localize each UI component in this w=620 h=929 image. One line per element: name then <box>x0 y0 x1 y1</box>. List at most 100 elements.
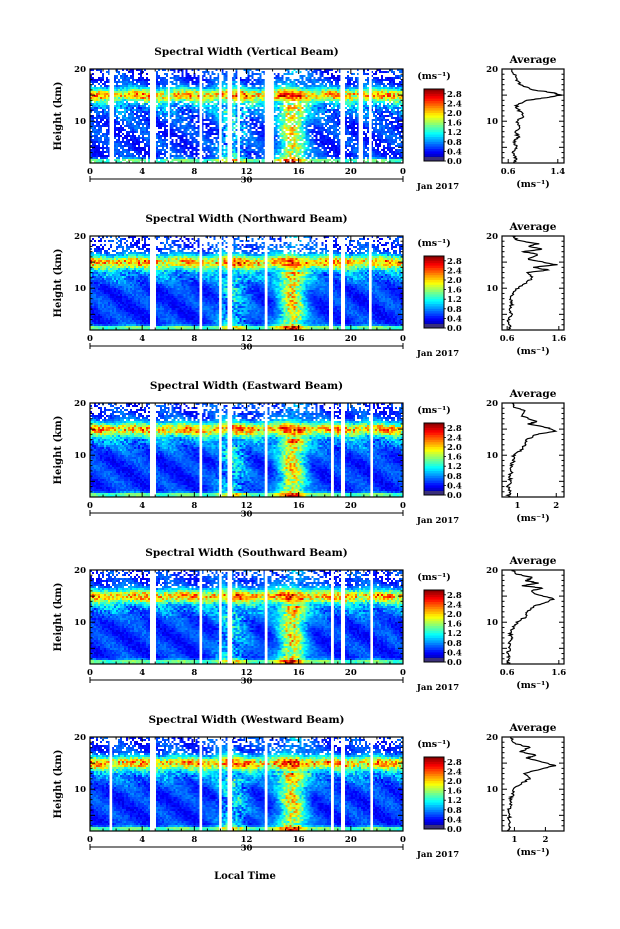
colorbar-segment <box>424 318 444 322</box>
x-tick-label: 4 <box>139 167 145 177</box>
profile-title: Average <box>509 221 557 233</box>
colorbar-segment <box>424 621 444 624</box>
colorbar-tick-label: 0.0 <box>447 658 462 668</box>
colorbar-segment <box>424 139 444 143</box>
profile-y-tick-label: 10 <box>486 618 498 628</box>
colorbar-segment <box>424 430 444 433</box>
profile-x-label: (ms⁻¹) <box>516 179 550 190</box>
colorbar-segment <box>424 149 444 152</box>
colorbar-segment <box>424 277 444 281</box>
colorbar-segment <box>424 480 444 484</box>
data-gap <box>341 236 345 330</box>
colorbar-segment <box>424 432 444 436</box>
x-tick-label: 4 <box>139 334 145 344</box>
colorbar-unit: (ms⁻¹) <box>417 572 451 583</box>
date-label: Jan 2017 <box>416 182 459 192</box>
colorbar-segment <box>424 650 444 653</box>
colorbar-segment <box>424 800 444 803</box>
colorbar-segment <box>424 299 444 302</box>
colorbar-tick-label: 1.6 <box>447 119 462 129</box>
x-tick-label: 0 <box>400 835 406 845</box>
y-tick-label: 10 <box>74 117 86 127</box>
data-gap <box>331 570 334 664</box>
colorbar-tick-label: 2.4 <box>447 767 462 777</box>
colorbar-tick-label: 1.6 <box>447 453 462 463</box>
colorbar-segment <box>424 117 444 121</box>
x-tick-label: 16 <box>293 501 305 511</box>
colorbar-segment <box>424 141 444 145</box>
colorbar-tick-label: 2.0 <box>447 610 462 620</box>
colorbar-segment <box>424 120 444 123</box>
colorbar-segment <box>424 781 444 784</box>
colorbar-segment <box>424 427 444 431</box>
profile-x-label: (ms⁻¹) <box>516 346 550 357</box>
colorbar-segment <box>424 478 444 481</box>
day-label: 30 <box>241 677 253 687</box>
colorbar-segment <box>424 764 444 767</box>
data-gap <box>341 737 345 831</box>
date-label: Jan 2017 <box>416 516 459 526</box>
colorbar-tick-label: 1.6 <box>447 620 462 630</box>
colorbar-tick-label: 0.0 <box>447 825 462 835</box>
colorbar-segment <box>424 284 444 288</box>
colorbar-tick-label: 1.2 <box>447 462 462 472</box>
profile-x-tick-label: 1.6 <box>551 334 566 344</box>
data-gap <box>149 236 156 330</box>
x-tick-label: 8 <box>191 334 197 344</box>
colorbar-segment <box>424 461 444 465</box>
y-axis-label: Height (km) <box>53 750 64 819</box>
x-tick-label: 12 <box>241 501 253 511</box>
colorbar-tick-label: 2.8 <box>447 257 462 267</box>
data-gap <box>331 403 334 497</box>
colorbar-bottom <box>424 324 444 328</box>
y-tick-label: 10 <box>74 618 86 628</box>
colorbar-unit: (ms⁻¹) <box>417 405 451 416</box>
colorbar-segment <box>424 623 444 627</box>
data-gap <box>228 570 233 664</box>
colorbar-tick-label: 0.0 <box>447 324 462 334</box>
colorbar-segment <box>424 594 444 598</box>
colorbar-tick-label: 1.6 <box>447 787 462 797</box>
colorbar-segment <box>424 435 444 438</box>
colorbar-segment <box>424 132 444 135</box>
colorbar-segment <box>424 103 444 107</box>
data-gap <box>370 570 374 664</box>
colorbar-segment <box>424 590 444 593</box>
x-tick-label: 20 <box>345 501 357 511</box>
colorbar-segment <box>424 797 444 801</box>
colorbar-tick-label: 1.2 <box>447 796 462 806</box>
colorbar-segment <box>424 442 444 445</box>
y-tick-label: 20 <box>74 399 86 409</box>
data-gap <box>264 69 274 163</box>
colorbar-unit: (ms⁻¹) <box>417 739 451 750</box>
chart-title: Spectral Width (Vertical Beam) <box>154 46 338 58</box>
colorbar-segment <box>424 487 444 491</box>
profile-x-label: (ms⁻¹) <box>516 513 550 524</box>
colorbar-segment <box>424 771 444 775</box>
colorbar-segment <box>424 471 444 474</box>
colorbar-segment <box>424 425 444 429</box>
colorbar-segment <box>424 265 444 269</box>
y-tick-label: 20 <box>74 65 86 75</box>
x-tick-label: 8 <box>191 167 197 177</box>
x-tick-label: 0 <box>87 668 93 678</box>
data-gap <box>228 403 233 497</box>
colorbar-tick-label: 1.2 <box>447 295 462 305</box>
colorbar-tick-label: 0.4 <box>447 815 462 825</box>
data-gap <box>369 69 372 163</box>
colorbar-segment <box>424 795 444 799</box>
colorbar-tick-label: 2.4 <box>447 433 462 443</box>
data-gap <box>264 236 268 330</box>
profile-x-label: (ms⁻¹) <box>516 847 550 858</box>
colorbar-segment <box>424 287 444 290</box>
y-axis-label: Height (km) <box>53 583 64 652</box>
colorbar-segment <box>424 115 444 119</box>
profile-x-tick-label: 0.6 <box>500 668 515 678</box>
colorbar-segment <box>424 814 444 818</box>
colorbar-segment <box>424 292 444 295</box>
colorbar-segment <box>424 263 444 266</box>
colorbar-tick-label: 0.8 <box>447 806 462 816</box>
colorbar-segment <box>424 626 444 629</box>
x-tick-label: 0 <box>87 167 93 177</box>
colorbar-segment <box>424 146 444 150</box>
